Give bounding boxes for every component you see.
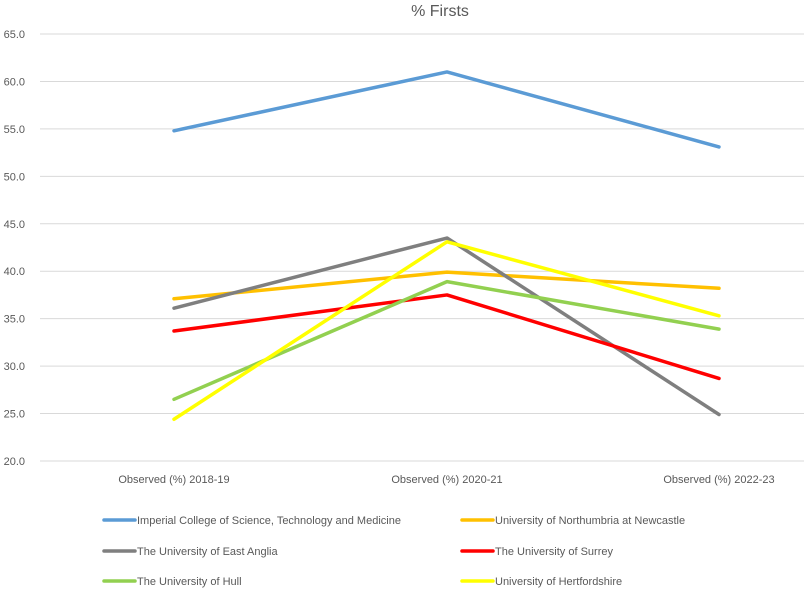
legend-label: Imperial College of Science, Technology … (137, 515, 401, 527)
chart-title: % Firsts (411, 3, 469, 20)
legend-label: University of Hertfordshire (495, 576, 622, 588)
x-tick-label: Observed (%) 2018-19 (118, 474, 229, 486)
x-axis-ticks: Observed (%) 2018-19 Observed (%) 2020-21… (118, 474, 774, 486)
y-tick-label: 50.0 (4, 171, 25, 183)
legend: Imperial College of Science, Technology … (102, 515, 685, 588)
y-tick-label: 20.0 (4, 456, 25, 468)
x-tick-label: Observed (%) 2020-21 (391, 474, 502, 486)
y-tick-label: 30.0 (4, 361, 25, 373)
series-line-0 (172, 70, 721, 149)
y-tick-label: 45.0 (4, 219, 25, 231)
legend-label: The University of Hull (137, 576, 242, 588)
series-line-4 (172, 279, 721, 402)
series-line-1 (172, 270, 721, 301)
y-tick-label: 65.0 (4, 29, 25, 41)
y-tick-label: 40.0 (4, 266, 25, 278)
series-line-3 (172, 293, 721, 381)
y-tick-label: 35.0 (4, 314, 25, 326)
x-tick-label: Observed (%) 2022-23 (663, 474, 774, 486)
legend-label: University of Northumbria at Newcastle (495, 515, 685, 527)
series-lines (172, 70, 721, 421)
legend-label: The University of Surrey (495, 546, 613, 558)
series-line-5 (172, 240, 721, 421)
legend-label: The University of East Anglia (137, 546, 279, 558)
gridlines (40, 33, 804, 462)
y-tick-label: 25.0 (4, 409, 25, 421)
y-tick-label: 55.0 (4, 124, 25, 136)
y-axis-ticks: 20.0 25.0 30.0 35.0 40.0 45.0 50.0 55.0 60.0 65.0 (4, 29, 25, 468)
series-line-2 (172, 236, 721, 417)
y-tick-label: 60.0 (4, 76, 25, 88)
